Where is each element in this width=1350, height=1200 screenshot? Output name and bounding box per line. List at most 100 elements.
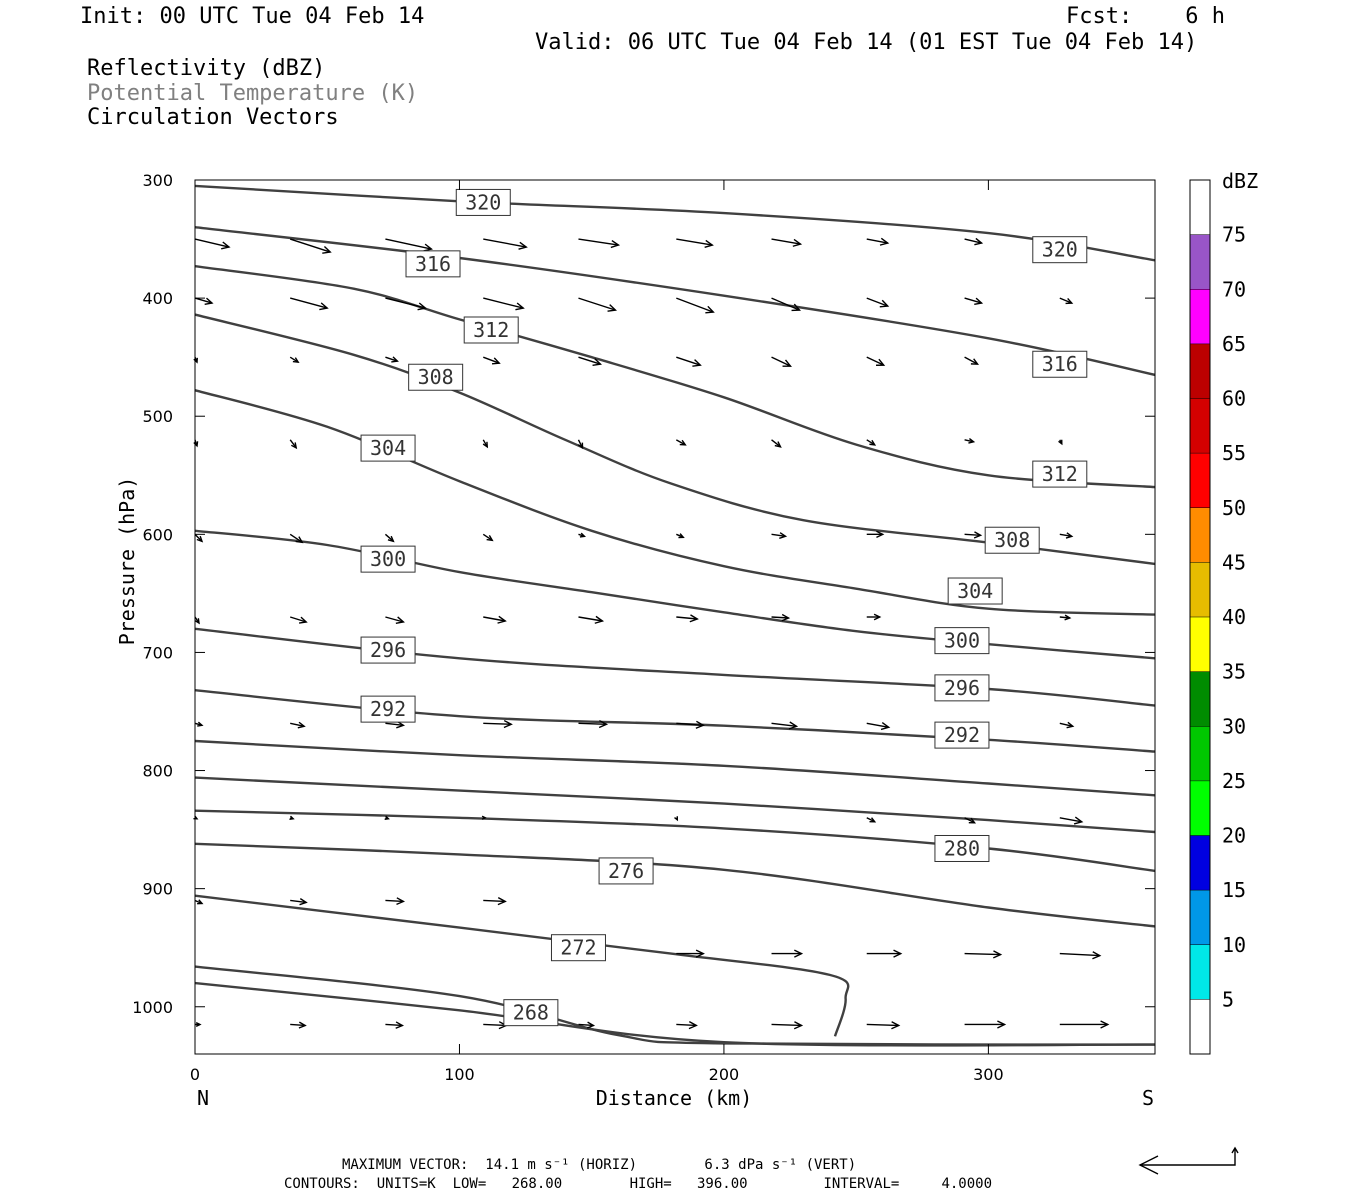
y-tick-label: 900 <box>142 880 173 899</box>
circulation-vector <box>674 816 679 822</box>
vector-shaft <box>866 238 888 244</box>
colorbar-label: 65 <box>1222 332 1246 356</box>
contour-label: 292 <box>944 723 980 747</box>
vector-shaft <box>675 439 686 446</box>
contour-line-288 <box>195 739 1155 797</box>
circulation-vector <box>194 238 231 250</box>
vector-head <box>518 241 528 250</box>
circulation-vector <box>194 721 204 727</box>
contour-label-box <box>405 250 461 278</box>
circulation-vector <box>577 439 584 450</box>
vector-shaft <box>483 238 527 248</box>
vector-head <box>974 237 984 246</box>
y-tick-label: 1000 <box>132 998 173 1017</box>
vector-head <box>196 535 204 543</box>
circulation-vector <box>1059 532 1074 539</box>
contour-label: 296 <box>370 638 406 662</box>
init-time: Init: 00 UTC Tue 04 Feb 14 <box>80 4 425 29</box>
vector-shaft <box>483 722 512 725</box>
vector-shaft <box>771 1023 802 1027</box>
circulation-vector <box>482 533 494 542</box>
vector-shaft <box>385 722 404 726</box>
circulation-vector <box>1059 1020 1110 1029</box>
colorbar-bin <box>1190 944 1210 1000</box>
contour-label: 304 <box>370 436 406 460</box>
circulation-vector <box>289 815 295 820</box>
circulation-vector <box>771 297 802 312</box>
colorbar-label: 55 <box>1222 441 1246 465</box>
circulation-vector <box>676 720 705 729</box>
vector-shaft <box>771 439 781 448</box>
vector-head <box>391 356 399 363</box>
vector-shaft <box>384 533 394 542</box>
circulation-vector <box>675 439 687 446</box>
contour-label: 316 <box>1042 352 1078 376</box>
vector-shaft <box>1059 722 1073 727</box>
circulation-vector <box>482 439 489 449</box>
contour-line-296 <box>195 627 1155 707</box>
vector-head <box>486 535 494 542</box>
vector-shaft <box>289 533 303 543</box>
colorbar-label: 70 <box>1222 277 1246 301</box>
circulation-vector <box>385 616 405 625</box>
contour-label-box <box>1032 236 1088 264</box>
vector-head <box>594 615 605 624</box>
colorbar-title: dBZ <box>1222 169 1258 193</box>
circulation-vector <box>964 1020 1007 1029</box>
contour-line-284 <box>195 776 1155 834</box>
vector-shaft <box>194 238 230 248</box>
circulation-vector <box>194 533 204 543</box>
vector-shaft <box>385 297 426 309</box>
vector-head <box>417 302 427 311</box>
vector-shaft <box>290 899 307 904</box>
vector-shaft <box>483 297 524 309</box>
colorbar-label: 40 <box>1222 605 1246 629</box>
vector-head <box>1064 614 1072 621</box>
vector-head <box>793 1021 804 1030</box>
vector-head <box>396 897 406 905</box>
vector-head <box>678 533 685 539</box>
circulation-vector <box>385 1021 405 1029</box>
contour-label: 304 <box>957 579 993 603</box>
vector-head <box>592 358 603 366</box>
vector-head <box>290 442 298 450</box>
vector-shaft <box>866 356 885 366</box>
colorbar-bin <box>1190 890 1210 945</box>
vector-head <box>695 949 705 958</box>
contour-label: 300 <box>944 629 980 653</box>
contour-line-308 <box>195 313 1155 566</box>
circulation-vector <box>771 439 782 448</box>
contour-line-268 <box>195 981 1155 1047</box>
vector-head <box>876 530 885 538</box>
y-tick-label: 700 <box>142 643 173 662</box>
circulation-vector <box>193 439 199 448</box>
vector-shaft <box>385 899 404 903</box>
vector-head <box>577 442 584 450</box>
vector-head <box>1092 951 1102 960</box>
plot-frame <box>194 179 1156 1055</box>
circulation-vector <box>385 356 399 363</box>
max-vector-legend <box>1138 1146 1239 1175</box>
vector-head <box>679 439 687 446</box>
vector-shaft <box>771 533 786 538</box>
vector-shaft <box>578 616 603 622</box>
colorbar-label: 35 <box>1222 660 1246 684</box>
circulation-vector <box>483 897 507 906</box>
circulation-vector <box>866 439 877 446</box>
colorbar-bin <box>1190 453 1210 508</box>
colorbar-bin <box>1190 617 1210 672</box>
vector-shaft <box>578 356 601 365</box>
vector-head <box>1065 532 1074 539</box>
x-end-label-south: S <box>1142 1086 1154 1110</box>
contour-line-276 <box>195 842 1155 928</box>
vector-head <box>515 302 525 311</box>
vector-shaft <box>578 238 619 246</box>
vector-shaft <box>385 616 404 623</box>
circulation-vector <box>289 533 304 544</box>
vector-head <box>497 897 507 906</box>
circulation-vector <box>964 356 980 365</box>
contour-label: 320 <box>465 190 501 214</box>
vector-head <box>1065 297 1074 305</box>
circulation-vector <box>866 1021 901 1030</box>
